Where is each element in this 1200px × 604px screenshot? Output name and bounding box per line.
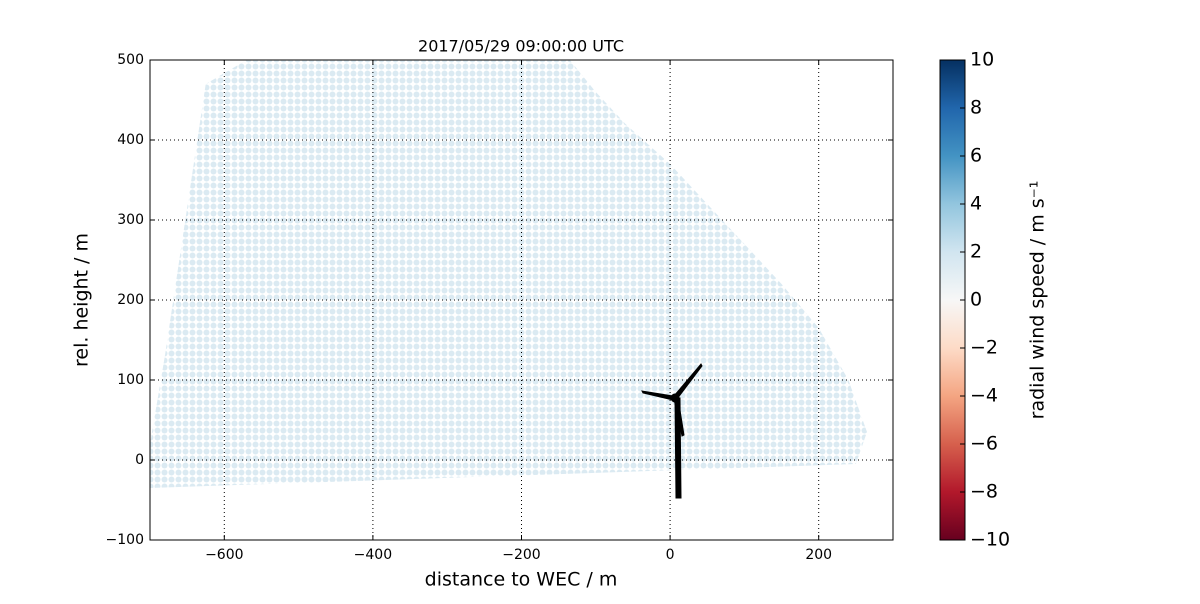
- y-tick-label: 200: [117, 292, 144, 308]
- colorbar-tick-label: −8: [970, 481, 998, 503]
- colorbar-tick-label: 4: [970, 193, 982, 215]
- turbine-hub: [670, 393, 680, 403]
- colorbar-tick-label: 8: [970, 97, 982, 119]
- x-tick-label: 0: [666, 547, 675, 563]
- x-axis-label: distance to WEC / m: [425, 569, 618, 591]
- colorbar-tick-label: −6: [970, 433, 998, 455]
- colorbar-tick-label: −2: [970, 337, 998, 359]
- chart-title: 2017/05/29 09:00:00 UTC: [418, 37, 624, 56]
- colorbar-tick-label: −10: [970, 529, 1010, 551]
- colorbar-tick-label: 0: [970, 289, 982, 311]
- y-tick-label: 400: [117, 132, 144, 148]
- wind-turbine: [641, 363, 703, 499]
- y-tick-label: 500: [117, 52, 144, 68]
- x-tick-label: −600: [205, 547, 243, 563]
- y-axis-label: rel. height / m: [71, 233, 93, 367]
- colorbar-tick-label: 6: [970, 145, 982, 167]
- y-tick-label: 300: [117, 212, 144, 228]
- x-tick-label: 200: [805, 547, 832, 563]
- x-tick-label: −400: [354, 547, 392, 563]
- y-tick-label: 0: [135, 452, 144, 468]
- plot-area: [150, 60, 867, 488]
- colorbar-tick-label: 2: [970, 241, 982, 263]
- scan-points: [150, 60, 867, 488]
- colorbar-tick-label: −4: [970, 385, 998, 407]
- y-tick-label: −100: [106, 532, 144, 548]
- y-tick-label: 100: [117, 372, 144, 388]
- x-tick-label: −200: [502, 547, 540, 563]
- colorbar-label: radial wind speed / m s⁻¹: [1027, 181, 1049, 420]
- colorbar-tick-label: 10: [970, 49, 994, 71]
